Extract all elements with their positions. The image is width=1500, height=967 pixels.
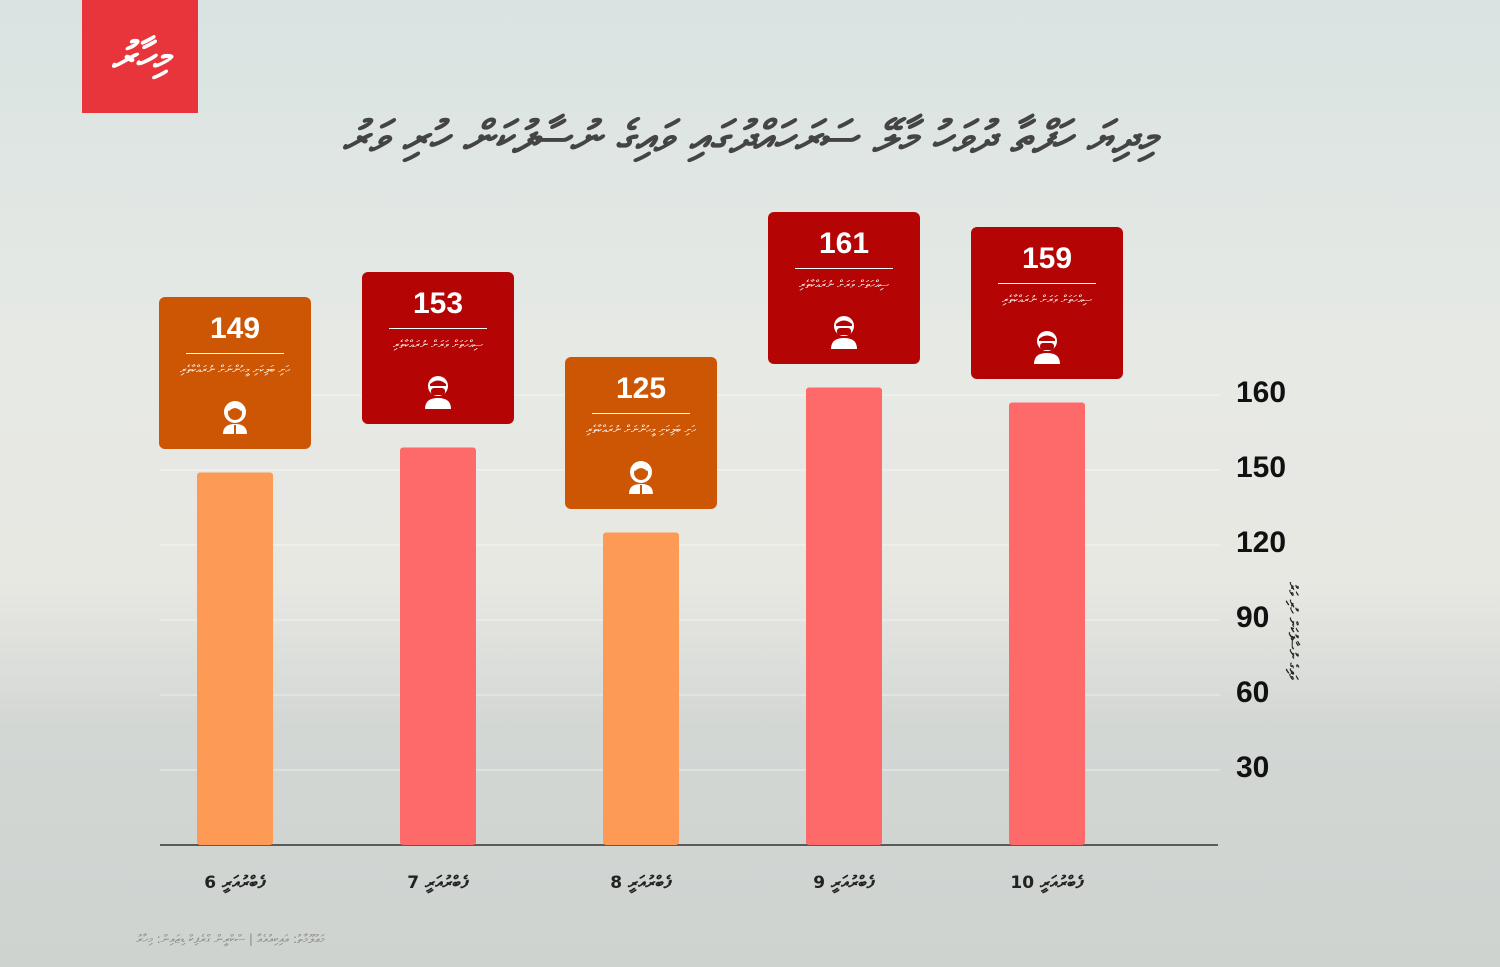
y-tick-label: 60 xyxy=(1236,676,1270,709)
x-tick-label: ފެބްރުއަރީ 8 xyxy=(610,873,672,893)
value-callout: 125 ހަށި ބަލިކަށި މީހުންނަށް ނުރައްކާތެރި xyxy=(565,356,717,509)
y-axis-title: ވައިގެ ނުސާފުކަން ހުރި ވަރު xyxy=(1285,582,1300,680)
bar xyxy=(603,532,679,845)
divider xyxy=(998,282,1096,284)
bar xyxy=(400,447,476,845)
data-label: 149 xyxy=(209,311,261,345)
masked-person-icon xyxy=(831,315,857,349)
value-callout: 161 ސިއްހަތަށް ވަރަށް ނުރައްކާތެރި xyxy=(768,211,920,364)
person-icon xyxy=(629,460,653,494)
value-callout: 149 ހަށި ބަލިކަށި މީހުންނަށް ނުރައްކާތެރި xyxy=(159,296,311,449)
x-tick-label: ފެބްރުއަރީ 6 xyxy=(204,873,266,893)
y-tick-label: 150 xyxy=(1236,451,1287,484)
bar xyxy=(1009,402,1085,845)
chart-title: މިދިޔަ ހަފްތާ ދުވަހު މާލޭ ސަރަހައްދުގައި… xyxy=(342,112,1158,163)
masked-person-icon xyxy=(425,375,451,409)
divider xyxy=(795,267,893,269)
y-tick-label: 90 xyxy=(1236,601,1270,634)
bar xyxy=(197,472,273,845)
divider xyxy=(389,327,487,329)
divider xyxy=(186,352,284,354)
category-label: ސިއްހަތަށް ވަރަށް ނުރައްކާތެރި xyxy=(392,337,484,351)
masked-person-icon xyxy=(1034,330,1060,364)
source-credit: މަޢުލޫމާތު: އައިކިއުއެއާ | ސްކްރީން ގްރެ… xyxy=(135,932,325,946)
bar xyxy=(806,387,882,845)
data-label: 159 xyxy=(1021,241,1073,275)
value-callout: 159 ސިއްހަތަށް ވަރަށް ނުރައްކާތެރި xyxy=(971,226,1123,379)
y-tick-label: 160 xyxy=(1236,376,1287,409)
data-label: 161 xyxy=(818,226,870,260)
y-tick-label: 30 xyxy=(1236,751,1270,784)
person-icon xyxy=(223,400,247,434)
logo: މިހާރު xyxy=(82,0,198,113)
value-callout: 153 ސިއްހަތަށް ވަރަށް ނުރައްކާތެރި xyxy=(362,271,514,424)
data-label: 125 xyxy=(615,371,667,405)
category-label: ސިއްހަތަށް ވަރަށް ނުރައްކާތެރި xyxy=(1001,292,1093,306)
category-label: ހަށި ބަލިކަށި މީހުންނަށް ނުރައްކާތެރި xyxy=(179,362,291,376)
data-label: 153 xyxy=(412,286,464,320)
x-tick-label: ފެބްރުއަރީ 9 xyxy=(813,873,875,893)
y-tick-label: 120 xyxy=(1236,526,1287,559)
category-label: ސިއްހަތަށް ވަރަށް ނުރައްކާތެރި xyxy=(798,277,890,291)
category-label: ހަށި ބަލިކަށި މީހުންނަށް ނުރައްކާތެރި xyxy=(585,422,697,436)
x-tick-label: ފެބްރުއަރީ 7 xyxy=(407,873,469,893)
divider xyxy=(592,412,690,414)
x-tick-label: ފެބްރުއަރީ 10 xyxy=(1010,873,1084,893)
